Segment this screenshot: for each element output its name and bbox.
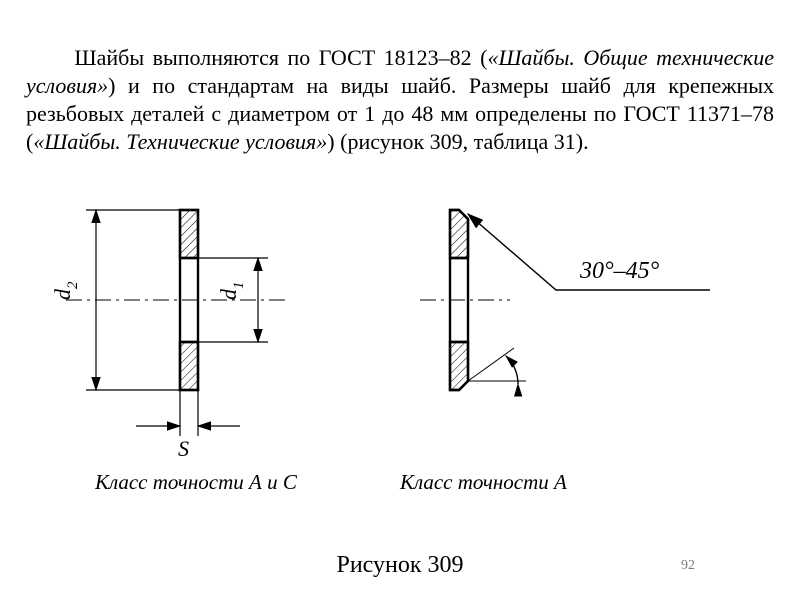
svg-text:d2: d2 xyxy=(50,281,81,300)
d1-sub: 1 xyxy=(231,282,247,290)
caption-right: Класс точности А xyxy=(400,470,567,495)
s-label: S xyxy=(178,436,189,461)
left-view: d2 d1 S xyxy=(50,210,290,461)
technical-diagram: d2 d1 S xyxy=(40,190,760,470)
para-ital2: «Шайбы. Технические условия» xyxy=(33,129,327,154)
para-pre: Шайбы выполняются по ГОСТ 18123–82 ( xyxy=(74,45,487,70)
page-number: 92 xyxy=(681,558,695,574)
body-paragraph: Шайбы выполняются по ГОСТ 18123–82 ( «Шай… xyxy=(26,44,774,157)
caption-left: Класс точности А и С xyxy=(95,470,297,495)
figure-caption: Рисунок 309 xyxy=(0,552,800,579)
d2-sub: 2 xyxy=(65,281,81,289)
diagram-svg: d2 d1 S xyxy=(40,190,760,470)
page-root: Шайбы выполняются по ГОСТ 18123–82 ( «Шай… xyxy=(0,0,800,600)
svg-text:d1: d1 xyxy=(216,282,247,301)
angle-label: 30°–45° xyxy=(579,258,660,284)
para-post: ) (рисунок 309, таблица 31). xyxy=(327,129,588,154)
right-view: 30°–45° xyxy=(420,210,710,390)
